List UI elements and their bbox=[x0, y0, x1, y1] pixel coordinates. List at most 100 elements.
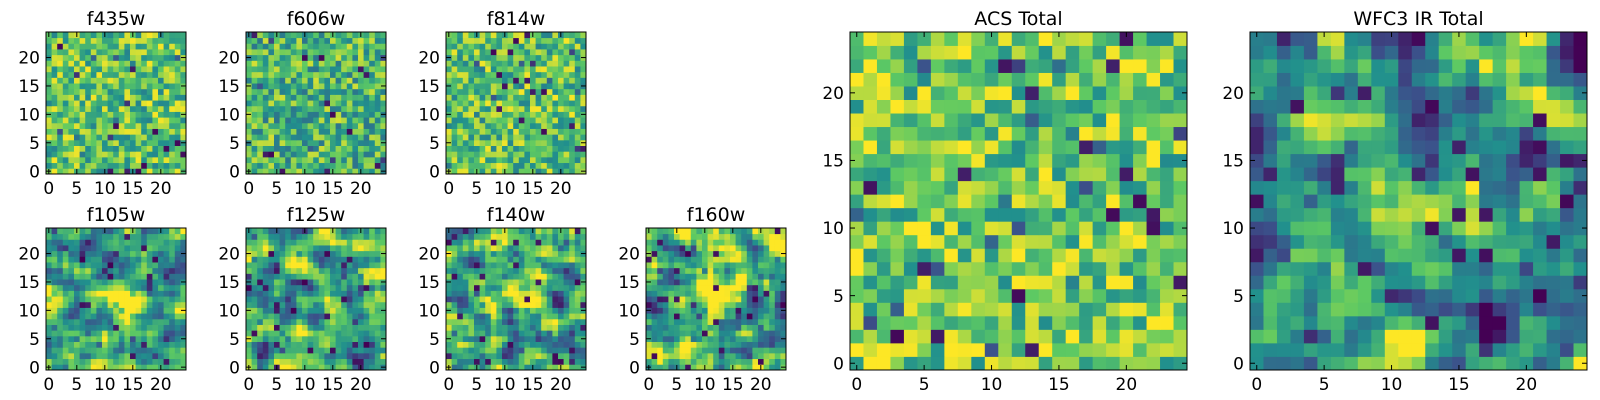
heatmap-cell bbox=[696, 324, 703, 331]
heatmap-cell bbox=[685, 256, 692, 263]
heatmap-cell bbox=[290, 256, 297, 263]
heatmap-cell bbox=[57, 364, 64, 371]
heatmap-cell bbox=[146, 60, 153, 67]
heatmap-cell bbox=[158, 94, 164, 101]
heatmap-cell bbox=[374, 296, 381, 303]
heatmap-cell bbox=[774, 245, 781, 252]
heatmap-cell bbox=[330, 54, 336, 61]
heatmap-cell bbox=[1160, 234, 1174, 249]
heatmap-cell bbox=[313, 347, 320, 354]
heatmap-cell bbox=[752, 284, 759, 291]
heatmap-cell bbox=[646, 352, 652, 360]
heatmap-cell bbox=[318, 162, 325, 169]
heatmap-cell bbox=[1025, 288, 1040, 303]
heatmap-cell bbox=[569, 279, 576, 286]
heatmap-cell bbox=[118, 296, 125, 303]
heatmap-cell bbox=[46, 71, 52, 78]
heatmap-cell bbox=[513, 111, 520, 118]
heatmap-cell bbox=[135, 43, 142, 50]
heatmap-cell bbox=[307, 71, 314, 78]
heatmap-cell bbox=[57, 139, 64, 146]
heatmap-cell bbox=[68, 94, 75, 101]
heatmap-cell bbox=[313, 100, 320, 107]
heatmap-cell bbox=[163, 330, 170, 337]
heatmap-cell bbox=[763, 279, 770, 286]
heatmap-cell bbox=[535, 358, 542, 365]
heatmap-cell bbox=[262, 32, 269, 39]
heatmap-cell bbox=[279, 145, 286, 152]
heatmap-cell bbox=[446, 290, 452, 297]
heatmap-cell bbox=[68, 43, 75, 50]
heatmap-cell bbox=[479, 111, 486, 118]
heatmap-cell bbox=[546, 94, 553, 101]
heatmap-cell bbox=[713, 262, 720, 269]
heatmap-cell bbox=[696, 267, 703, 274]
heatmap-cell bbox=[57, 301, 64, 308]
heatmap-cell bbox=[68, 71, 75, 78]
heatmap-cell bbox=[1052, 356, 1067, 371]
heatmap-cell bbox=[563, 256, 570, 263]
heatmap-cell bbox=[163, 233, 170, 240]
heatmap-cell bbox=[774, 239, 781, 246]
heatmap-cell bbox=[107, 100, 114, 107]
heatmap-cell bbox=[90, 111, 97, 118]
heatmap-cell bbox=[574, 117, 581, 124]
heatmap-cell bbox=[518, 66, 525, 73]
heatmap-cell bbox=[118, 364, 125, 371]
heatmap-cell bbox=[574, 111, 581, 118]
heatmap-cell bbox=[774, 250, 781, 257]
heatmap-cell bbox=[141, 145, 148, 152]
heatmap-cell bbox=[324, 151, 331, 158]
heatmap-cell bbox=[569, 330, 576, 337]
heatmap-cell bbox=[341, 49, 348, 56]
heatmap-cell bbox=[174, 37, 181, 44]
heatmap-cell bbox=[457, 94, 464, 101]
heatmap-cell bbox=[752, 273, 759, 280]
heatmap-cell bbox=[152, 77, 159, 84]
heatmap-cell bbox=[363, 341, 370, 348]
heatmap-cell bbox=[180, 284, 187, 291]
heatmap-cell bbox=[74, 134, 80, 141]
heatmap-cell bbox=[57, 296, 64, 303]
heatmap-cell bbox=[730, 313, 736, 320]
heatmap-cell bbox=[358, 43, 364, 50]
heatmap-cell bbox=[580, 77, 587, 84]
heatmap-cell bbox=[574, 262, 581, 269]
heatmap-cell bbox=[57, 330, 64, 337]
heatmap-cell bbox=[318, 117, 325, 124]
heatmap-cell bbox=[485, 262, 492, 269]
heatmap-cell bbox=[46, 324, 52, 331]
heatmap-cell bbox=[313, 83, 320, 90]
heatmap-cell bbox=[507, 88, 514, 95]
heatmap-cell bbox=[330, 352, 336, 360]
heatmap-cell bbox=[262, 352, 269, 360]
heatmap-cell bbox=[485, 313, 492, 320]
heatmap-cell bbox=[246, 273, 252, 280]
heatmap-cell bbox=[358, 54, 364, 61]
heatmap-cell bbox=[174, 347, 181, 354]
heatmap-cell bbox=[518, 324, 525, 331]
heatmap-cell bbox=[369, 347, 376, 354]
heatmap-cell bbox=[518, 267, 525, 274]
heatmap-cell bbox=[552, 301, 559, 308]
heatmap-cell bbox=[971, 261, 986, 276]
heatmap-cell bbox=[524, 262, 531, 269]
heatmap-cell bbox=[163, 358, 170, 365]
heatmap-cell bbox=[971, 234, 986, 249]
heatmap-cell bbox=[530, 296, 536, 303]
heatmap-cell bbox=[341, 318, 348, 325]
heatmap-cell bbox=[374, 88, 381, 95]
heatmap-cell bbox=[358, 60, 364, 67]
heatmap-cell bbox=[313, 49, 320, 56]
heatmap-cell bbox=[502, 77, 508, 84]
heatmap-cell bbox=[446, 77, 452, 84]
heatmap-cell bbox=[507, 228, 514, 235]
heatmap-cell bbox=[96, 358, 103, 365]
heatmap-cell bbox=[135, 88, 142, 95]
heatmap-cell bbox=[290, 301, 297, 308]
heatmap-cell bbox=[163, 37, 170, 44]
heatmap-cell bbox=[46, 301, 52, 308]
panel-title: f435w bbox=[87, 8, 146, 30]
heatmap-cell bbox=[68, 358, 75, 365]
axes-frame bbox=[245, 31, 387, 175]
